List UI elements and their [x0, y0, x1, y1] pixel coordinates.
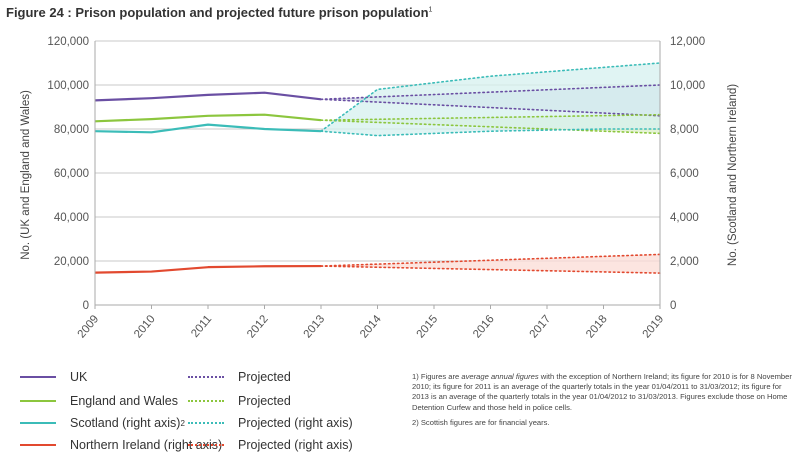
legend-label-uk: UK — [70, 370, 88, 384]
y-axis-right-label: No. (Scotland and Northern Ireland) — [727, 84, 739, 266]
projected-lower-england-wales — [320, 119, 661, 135]
y-tick-label-right: 6,000 — [670, 168, 699, 180]
legend-label-scotland: Scotland (right axis) — [70, 416, 181, 430]
figure-title-sup: 1 — [428, 6, 433, 14]
projected-upper-scotland — [320, 62, 661, 132]
legend-label-uk-projected: Projected — [238, 370, 291, 384]
x-tick-label: 2016 — [471, 313, 497, 340]
footnotes: 1) Figures are average annual figures wi… — [412, 372, 792, 433]
projected-upper-uk — [320, 84, 661, 101]
series-lines — [94, 62, 661, 274]
legend-label-scotland-projected: Projected (right axis) — [238, 416, 353, 430]
figure-title: Figure 24 : Prison population and projec… — [6, 5, 432, 20]
x-tick-label: 2011 — [189, 313, 214, 340]
y-tick-label-right: 4,000 — [670, 212, 699, 224]
legend-item-england-wales-projected: Projected — [188, 392, 291, 410]
legend-item-england-wales: England and Wales — [20, 392, 178, 410]
y-tick-label-left: 120,000 — [47, 36, 89, 48]
x-tick-label: 2010 — [132, 313, 158, 340]
legend-label-northern-ireland: Northern Ireland (right axis) — [70, 438, 223, 452]
x-tick-label: 2018 — [584, 313, 610, 340]
series-line-northern-ireland — [94, 264, 322, 274]
y-tick-label-left: 80,000 — [54, 124, 89, 136]
legend-item-scotland: Scotland (right axis) 2 — [20, 414, 185, 432]
projection-bands — [321, 63, 660, 274]
legend-item-scotland-projected: Projected (right axis) — [188, 414, 353, 432]
legend-swatch-scotland — [20, 422, 56, 424]
chart: 0 0 20,000 2,000 40,000 4,000 60,000 6,000 80,00… — [20, 36, 739, 341]
legend-label-england-wales-projected: Projected — [238, 394, 291, 408]
y-tick-label-right: 0 — [670, 300, 676, 312]
series-line-england-wales — [94, 113, 322, 123]
legend-item-uk: UK — [20, 368, 87, 386]
y-tick-label-left: 20,000 — [54, 256, 89, 268]
y-tick-label-right: 12,000 — [670, 36, 705, 48]
x-tick-label: 2017 — [528, 313, 554, 340]
legend-swatch-uk-projected — [188, 376, 224, 378]
x-tick-label: 2019 — [641, 313, 667, 340]
footnote-1-part-b: with the exception of Northern Ireland; … — [412, 372, 792, 412]
legend-label-england-wales: England and Wales — [70, 394, 178, 408]
projection-band-northern-ireland — [321, 254, 660, 274]
legend-item-uk-projected: Projected — [188, 368, 291, 386]
y-tick-label-left: 60,000 — [54, 168, 89, 180]
legend-swatch-england-wales — [20, 400, 56, 402]
axes: 0 0 20,000 2,000 40,000 4,000 60,000 6,000 80,00… — [47, 36, 705, 341]
legend-swatch-uk — [20, 376, 56, 378]
x-tick-label: 2012 — [245, 313, 271, 340]
y-tick-label-right: 2,000 — [670, 256, 699, 268]
footnote-1-part-a: 1) Figures are — [412, 372, 462, 381]
legend-swatch-northern-ireland — [20, 444, 56, 446]
y-tick-label-left: 0 — [83, 300, 89, 312]
projected-lower-uk — [320, 98, 661, 117]
x-tick-label: 2013 — [302, 313, 328, 340]
series-line-uk — [94, 91, 322, 102]
figure-title-text: Figure 24 : Prison population and projec… — [6, 5, 429, 20]
legend-swatch-northern-ireland-projected — [188, 444, 224, 446]
projected-lower-scotland — [320, 128, 661, 137]
footnote-1: 1) Figures are average annual figures wi… — [412, 372, 792, 413]
x-tick-label: 2014 — [358, 313, 384, 341]
y-tick-label-left: 100,000 — [47, 80, 89, 92]
legend-swatch-scotland-projected — [188, 422, 224, 424]
y-axis-left-label: No. (UK and England and Wales) — [20, 90, 32, 260]
x-tick-label: 2015 — [415, 313, 441, 340]
footnote-1-emphasis: average annual figures — [461, 372, 539, 381]
legend-label-northern-ireland-projected: Projected (right axis) — [238, 438, 353, 452]
legend-label-scotland-sup: 2 — [180, 418, 185, 428]
y-tick-label-right: 10,000 — [670, 80, 705, 92]
footnote-2: 2) Scottish figures are for financial ye… — [412, 417, 550, 427]
y-tick-label-left: 40,000 — [54, 212, 89, 224]
y-tick-label-right: 8,000 — [670, 124, 699, 136]
legend-item-northern-ireland-projected: Projected (right axis) — [188, 436, 353, 454]
x-tick-label: 2009 — [76, 313, 102, 340]
projection-band-scotland — [321, 63, 660, 136]
legend-swatch-england-wales-projected — [188, 400, 224, 402]
series-line-scotland — [94, 123, 322, 134]
legend-item-northern-ireland: Northern Ireland (right axis) — [20, 436, 222, 454]
